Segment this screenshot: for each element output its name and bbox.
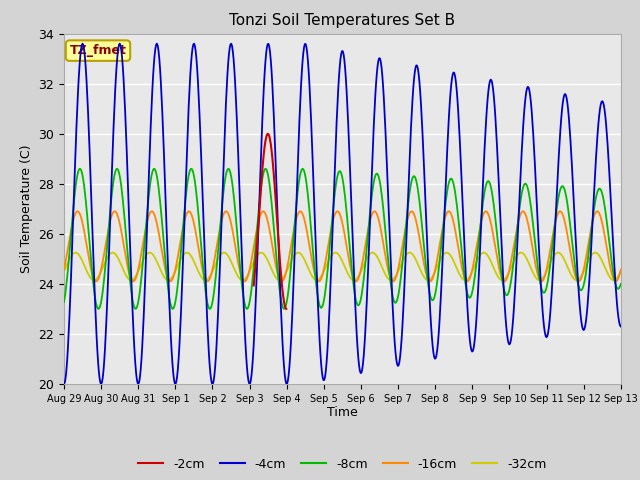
Legend: -2cm, -4cm, -8cm, -16cm, -32cm: -2cm, -4cm, -8cm, -16cm, -32cm <box>133 453 552 476</box>
Text: TZ_fmet: TZ_fmet <box>70 44 127 57</box>
Title: Tonzi Soil Temperatures Set B: Tonzi Soil Temperatures Set B <box>229 13 456 28</box>
Y-axis label: Soil Temperature (C): Soil Temperature (C) <box>20 144 33 273</box>
X-axis label: Time: Time <box>327 407 358 420</box>
